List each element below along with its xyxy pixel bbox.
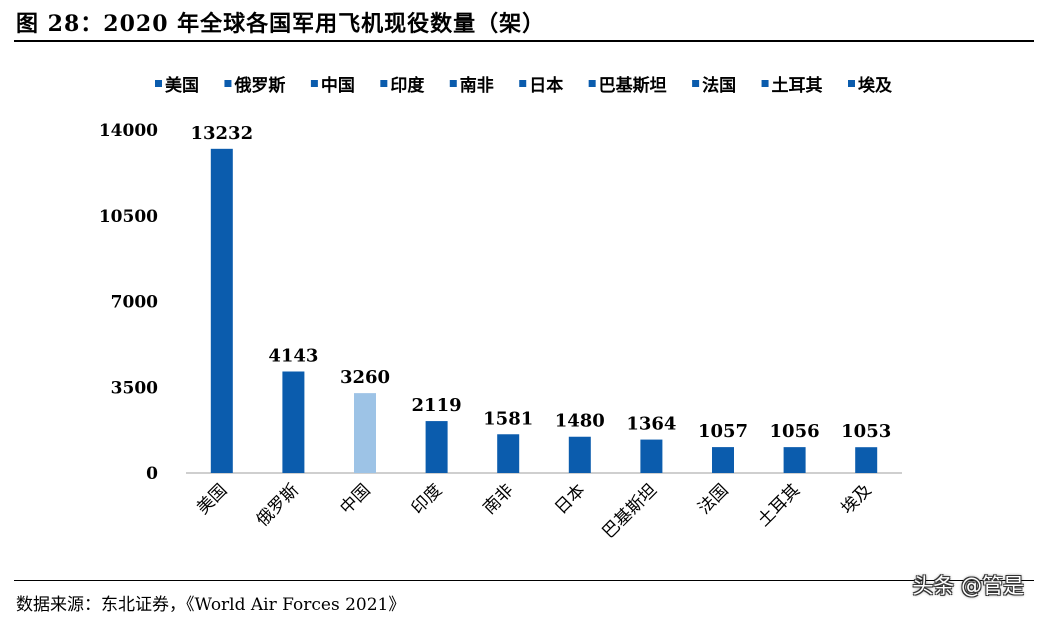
data-label: 1480 xyxy=(555,411,605,432)
legend-label: 俄罗斯 xyxy=(233,75,285,96)
legend-label: 印度 xyxy=(390,75,425,96)
bar xyxy=(210,148,233,474)
data-source: 数据来源：东北证券，《World Air Forces 2021》 xyxy=(16,595,406,615)
bar xyxy=(425,421,448,473)
legend-label: 中国 xyxy=(321,75,355,96)
y-tick-label: 3500 xyxy=(111,378,158,398)
x-tick-label: 印度 xyxy=(408,480,446,518)
data-label: 1056 xyxy=(770,421,820,442)
data-label: 1581 xyxy=(483,408,533,429)
x-tick-label: 美国 xyxy=(193,480,231,518)
title-rule xyxy=(14,40,1034,42)
bar xyxy=(497,434,520,473)
legend-label: 法国 xyxy=(702,75,736,96)
x-tick-label: 巴基斯坦 xyxy=(599,480,661,542)
data-label: 2119 xyxy=(412,395,462,416)
legend-swatch xyxy=(224,80,232,87)
bar xyxy=(354,393,376,473)
x-tick-label: 法国 xyxy=(694,480,732,518)
bar xyxy=(282,371,305,473)
legend-label: 日本 xyxy=(529,75,563,96)
y-tick-label: 0 xyxy=(146,464,158,484)
bar xyxy=(783,447,806,473)
legend-swatch xyxy=(848,80,855,87)
x-tick-label: 俄罗斯 xyxy=(253,480,303,530)
legend-swatch xyxy=(380,80,388,87)
data-label: 3260 xyxy=(340,367,390,388)
watermark: 头条 @管是 xyxy=(912,574,1024,598)
x-tick-label: 南非 xyxy=(480,480,518,518)
bar xyxy=(712,447,734,473)
bar xyxy=(855,447,878,473)
data-label: 1364 xyxy=(626,414,676,435)
y-tick-label: 14000 xyxy=(99,121,158,141)
legend-swatch xyxy=(519,80,527,87)
bar-chart: 美国 俄罗斯 中国 印度 南非 日本 巴基斯坦 法国 土耳其 埃及0350070001050014… xyxy=(99,75,902,543)
legend-swatch xyxy=(449,80,457,87)
source-rule xyxy=(14,580,1034,581)
y-tick-label: 7000 xyxy=(111,293,158,313)
bar xyxy=(568,436,591,473)
legend-label: 美国 xyxy=(165,75,199,96)
x-tick-label: 日本 xyxy=(551,480,589,518)
legend-swatch xyxy=(588,80,596,87)
figure-title: 图 28：2020 年全球各国军用飞机现役数量（架） xyxy=(16,11,546,37)
legend: 美国 俄罗斯 中国 印度 南非 日本 巴基斯坦 法国 土耳其 埃及 xyxy=(155,75,893,96)
legend-label: 南非 xyxy=(460,75,494,96)
data-label: 13232 xyxy=(190,123,253,144)
bar xyxy=(640,439,663,473)
data-label: 4143 xyxy=(268,345,318,366)
data-label: 1057 xyxy=(698,421,748,442)
data-label: 1053 xyxy=(841,421,891,442)
legend-swatch xyxy=(155,80,162,87)
x-tick-label: 土耳其 xyxy=(754,480,804,530)
x-tick-label: 中国 xyxy=(336,480,374,518)
y-tick-label: 10500 xyxy=(99,207,158,227)
legend-label: 埃及 xyxy=(858,75,893,96)
legend-label: 土耳其 xyxy=(772,75,823,96)
legend-label: 巴基斯坦 xyxy=(599,75,667,96)
legend-swatch xyxy=(310,80,318,87)
legend-swatch xyxy=(692,80,700,87)
legend-swatch xyxy=(761,80,769,87)
x-tick-label: 埃及 xyxy=(838,480,876,518)
